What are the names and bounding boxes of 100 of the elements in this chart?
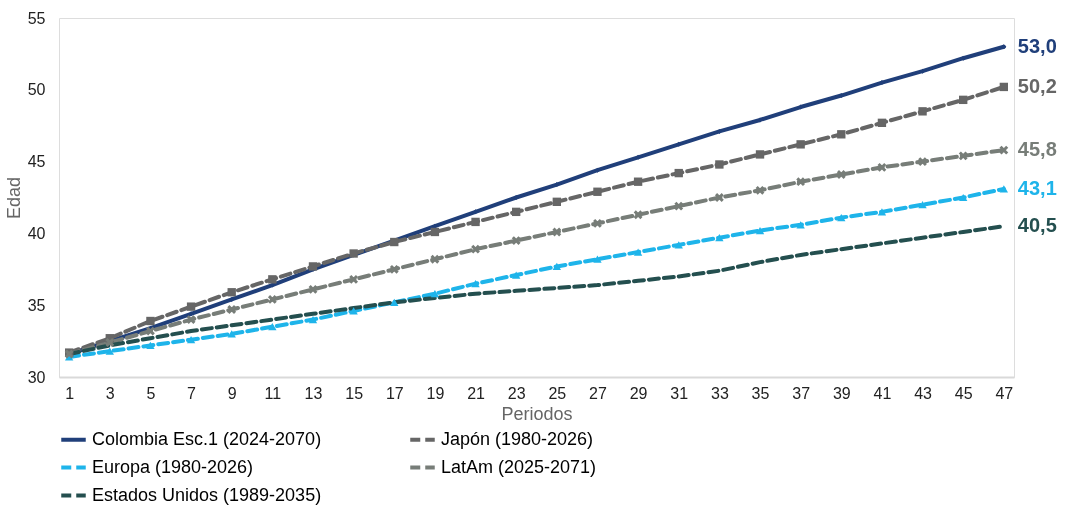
legend-label: Colombia Esc.1 (2024-2070) <box>92 428 322 449</box>
legend-label: Europa (1980-2026) <box>92 456 254 477</box>
point <box>512 207 521 217</box>
x-tick-label: 21 <box>467 384 486 402</box>
point <box>227 330 236 338</box>
data-label: 40,5 <box>1017 214 1057 237</box>
x-tick-label: 43 <box>914 384 933 402</box>
point <box>430 227 440 237</box>
point <box>512 271 521 279</box>
x-tick-label: 1 <box>65 384 75 402</box>
point <box>227 288 236 297</box>
point <box>755 150 765 159</box>
x-tick-label: 13 <box>304 384 323 402</box>
x-axis-title: Periodos <box>501 403 573 424</box>
legend-label: LatAm (2025-2071) <box>441 456 597 477</box>
point <box>999 82 1009 92</box>
point <box>918 201 927 209</box>
data-label: 43,1 <box>1017 176 1057 199</box>
x-tick-label: 23 <box>507 384 526 402</box>
point <box>795 176 806 187</box>
point <box>593 187 602 196</box>
y-tick-label: 35 <box>27 296 46 314</box>
y-tick-label: 40 <box>27 224 46 242</box>
point <box>470 244 481 255</box>
point <box>593 255 602 263</box>
point <box>308 284 318 295</box>
point <box>998 145 1009 155</box>
point <box>268 275 277 284</box>
point <box>389 264 400 275</box>
point <box>186 336 196 344</box>
point <box>757 117 763 123</box>
point <box>146 341 155 350</box>
point <box>145 326 156 336</box>
point <box>918 107 927 116</box>
point <box>390 298 399 306</box>
legend-label: Estados Unidos (1989-2035) <box>92 484 322 505</box>
point <box>186 314 196 325</box>
x-tick-label: 41 <box>873 384 892 402</box>
x-tick-label: 29 <box>629 384 648 402</box>
point <box>877 208 887 216</box>
point <box>471 217 480 227</box>
x-tick-label: 9 <box>227 384 237 402</box>
point <box>958 151 969 161</box>
point <box>633 209 643 220</box>
point <box>430 254 440 265</box>
point <box>999 185 1009 193</box>
point <box>308 262 318 271</box>
data-label: 45,8 <box>1017 138 1057 161</box>
point <box>226 304 237 315</box>
legend-label: Japón (1980-2026) <box>441 428 594 449</box>
y-tick-label: 55 <box>27 9 46 27</box>
point <box>104 337 115 348</box>
x-tick-label: 15 <box>345 384 364 402</box>
data-label: 50,2 <box>1017 74 1057 97</box>
point <box>796 221 805 229</box>
point <box>552 197 561 206</box>
point <box>267 294 278 305</box>
point <box>552 262 561 271</box>
x-tick-label: 37 <box>792 384 811 402</box>
point <box>471 280 480 288</box>
x-tick-label: 31 <box>670 384 689 402</box>
x-tick-label: 25 <box>548 384 567 402</box>
x-tick-label: 33 <box>710 384 729 402</box>
point <box>268 323 277 331</box>
x-tick-label: 7 <box>187 384 197 402</box>
x-tick-label: 11 <box>264 384 282 402</box>
point <box>308 315 318 324</box>
point <box>837 213 846 222</box>
point <box>877 118 887 128</box>
x-tick-label: 47 <box>995 384 1014 402</box>
point <box>917 156 928 167</box>
point <box>105 347 114 355</box>
point <box>837 130 846 139</box>
point <box>715 160 724 169</box>
point <box>796 140 805 149</box>
point <box>229 296 235 302</box>
point <box>592 218 603 229</box>
y-tick-label: 30 <box>27 368 46 386</box>
x-tick-label: 5 <box>146 384 156 402</box>
point <box>633 248 643 256</box>
point <box>959 95 968 105</box>
point <box>633 177 643 186</box>
point <box>349 307 358 315</box>
x-tick-label: 45 <box>954 384 973 402</box>
y-tick-label: 45 <box>27 153 46 171</box>
point <box>715 234 724 242</box>
y-axis-title: Edad <box>3 176 24 220</box>
point <box>146 316 155 326</box>
point <box>430 290 440 298</box>
x-tick-label: 35 <box>751 384 770 402</box>
x-tick-label: 17 <box>385 384 404 402</box>
point <box>755 226 765 235</box>
point <box>674 241 683 249</box>
point <box>186 302 196 311</box>
data-label: 53,0 <box>1017 34 1057 57</box>
point <box>836 169 847 180</box>
x-tick-label: 19 <box>426 384 445 402</box>
point <box>674 168 683 178</box>
point <box>755 185 765 196</box>
point <box>673 201 684 211</box>
